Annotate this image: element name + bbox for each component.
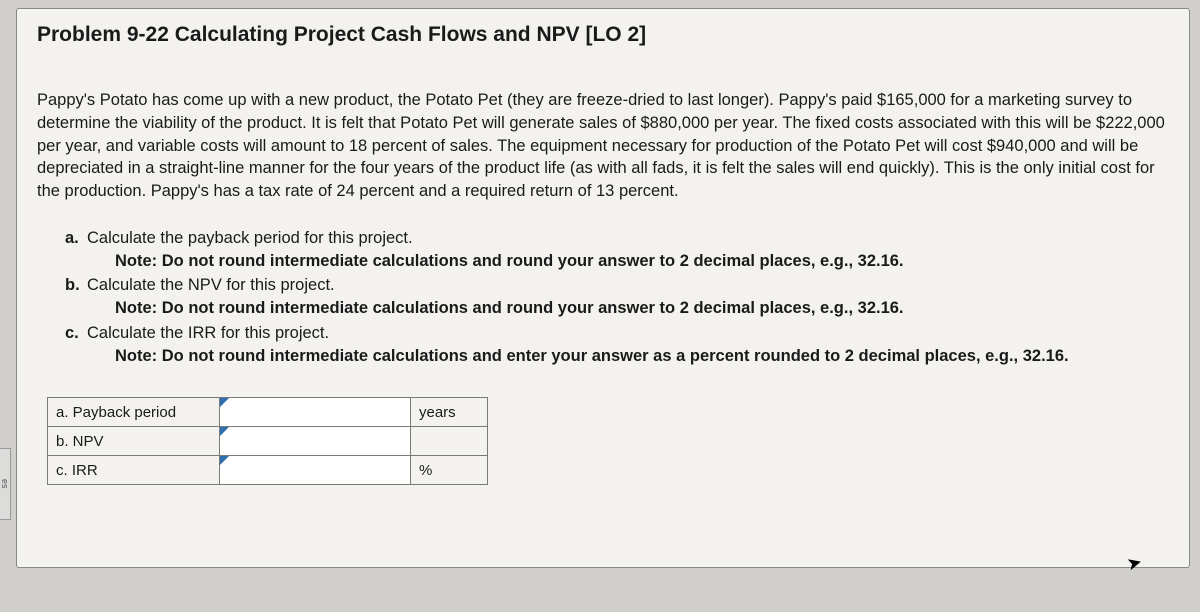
question-c-text: Calculate the IRR for this project. bbox=[87, 322, 329, 345]
answer-table: a. Payback period years b. NPV c. IRR % bbox=[47, 397, 488, 485]
row-unit-payback: years bbox=[411, 398, 488, 427]
payback-input[interactable] bbox=[220, 399, 410, 425]
question-c-letter: c. bbox=[65, 322, 87, 345]
input-cell-payback[interactable] bbox=[220, 398, 411, 427]
sidebar-fragment: es bbox=[0, 448, 11, 520]
problem-body: Pappy's Potato has come up with a new pr… bbox=[37, 89, 1169, 203]
table-row: a. Payback period years bbox=[48, 398, 488, 427]
input-marker-icon bbox=[220, 398, 229, 407]
row-label-npv: b. NPV bbox=[48, 427, 220, 456]
irr-input[interactable] bbox=[220, 457, 410, 483]
table-row: b. NPV bbox=[48, 427, 488, 456]
problem-page: Problem 9-22 Calculating Project Cash Fl… bbox=[16, 8, 1190, 568]
question-b-letter: b. bbox=[65, 274, 87, 297]
input-marker-icon bbox=[220, 427, 229, 436]
question-a-text: Calculate the payback period for this pr… bbox=[87, 227, 413, 250]
question-a-letter: a. bbox=[65, 227, 87, 250]
table-row: c. IRR % bbox=[48, 456, 488, 485]
question-a-note: Note: Do not round intermediate calculat… bbox=[115, 250, 1169, 273]
row-label-payback: a. Payback period bbox=[48, 398, 220, 427]
question-list: a. Calculate the payback period for this… bbox=[65, 227, 1169, 368]
question-c-note: Note: Do not round intermediate calculat… bbox=[115, 345, 1169, 368]
question-c: c. Calculate the IRR for this project. bbox=[65, 322, 1169, 345]
question-b-text: Calculate the NPV for this project. bbox=[87, 274, 335, 297]
row-unit-irr: % bbox=[411, 456, 488, 485]
input-marker-icon bbox=[220, 456, 229, 465]
question-b-note: Note: Do not round intermediate calculat… bbox=[115, 297, 1169, 320]
question-a: a. Calculate the payback period for this… bbox=[65, 227, 1169, 250]
row-label-irr: c. IRR bbox=[48, 456, 220, 485]
problem-title: Problem 9-22 Calculating Project Cash Fl… bbox=[37, 23, 1169, 47]
question-b: b. Calculate the NPV for this project. bbox=[65, 274, 1169, 297]
row-unit-npv bbox=[411, 427, 488, 456]
npv-input[interactable] bbox=[220, 428, 410, 454]
input-cell-npv[interactable] bbox=[220, 427, 411, 456]
input-cell-irr[interactable] bbox=[220, 456, 411, 485]
